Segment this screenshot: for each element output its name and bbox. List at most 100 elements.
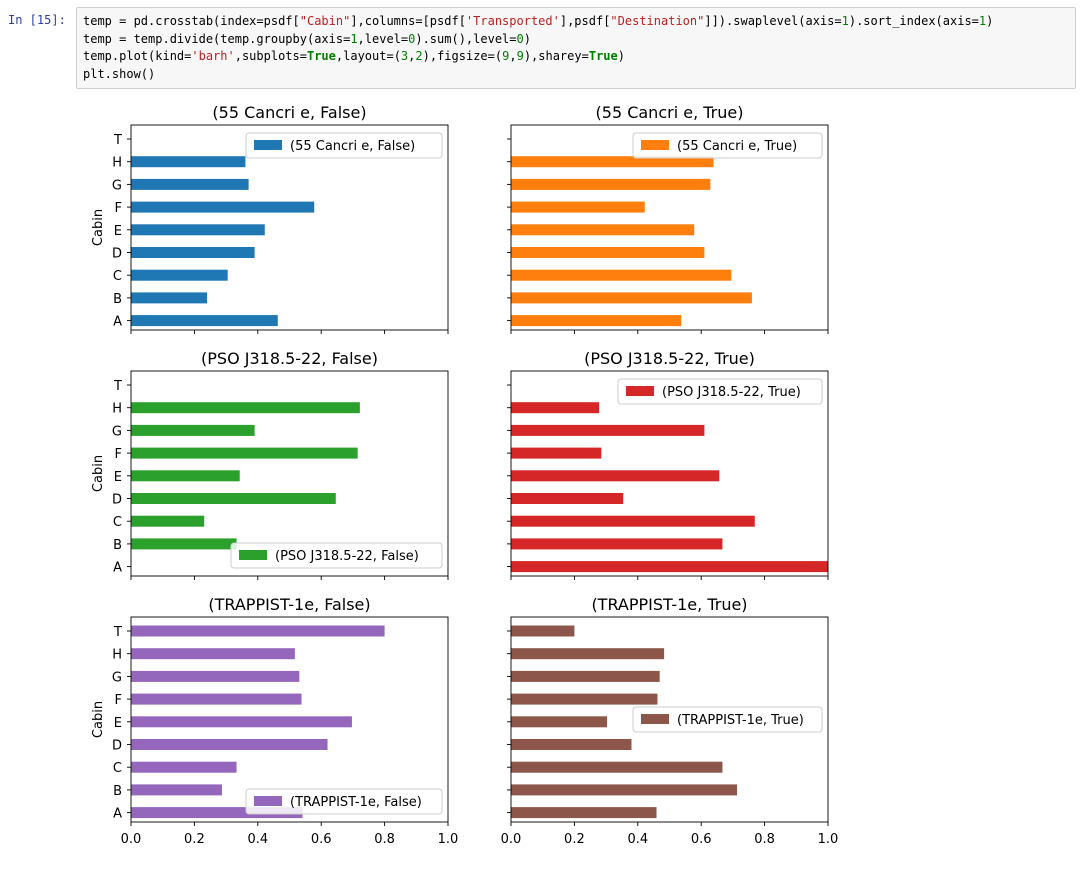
code-token: 'barh': [191, 49, 235, 63]
code-token: True: [588, 49, 618, 63]
bar-F: [511, 693, 658, 705]
code-token: ],psdf[: [559, 14, 611, 28]
bar-F: [131, 201, 315, 213]
x-tick-label: 0.4: [627, 832, 648, 847]
y-tick-label: C: [113, 515, 122, 530]
code-token: plt.show(): [83, 66, 156, 81]
y-tick-label: C: [113, 269, 122, 284]
legend-swatch: [641, 714, 669, 724]
legend-label: (TRAPPIST-1e, False): [290, 795, 422, 810]
code-token: ]]).swaplevel(axis=: [704, 14, 842, 28]
axes-frame: [130, 124, 449, 331]
code-token: 0: [408, 31, 416, 46]
bar-T: [511, 625, 575, 637]
code-token: 3: [400, 49, 409, 63]
legend-box: [632, 706, 823, 733]
code-line: temp = temp.divide(temp.groupby(axis=1,l…: [83, 31, 1069, 49]
y-tick-label: B: [113, 784, 122, 799]
x-tick-label: 1.0: [438, 832, 459, 847]
bar-G: [511, 178, 711, 190]
bar-H: [131, 648, 295, 660]
bar-F: [511, 447, 602, 459]
code-line: plt.show(): [83, 66, 1069, 84]
bar-E: [131, 470, 240, 482]
legend-label: (PSO J318.5-22, False): [275, 549, 419, 564]
y-axis-label: Cabin: [91, 455, 106, 492]
bar-B: [511, 784, 738, 796]
x-tick-label: 0.4: [247, 832, 268, 847]
bar-A: [511, 561, 828, 573]
code-token: ,: [509, 49, 517, 63]
y-tick-label: E: [114, 716, 122, 731]
bar-D: [511, 493, 624, 504]
code-token: 2: [415, 49, 423, 63]
legend-label: (TRAPPIST-1e, True): [677, 713, 804, 728]
y-tick-label: H: [112, 156, 122, 171]
subplot-title: (PSO J318.5-22, True): [584, 349, 755, 368]
code-token: ).sum(),level=: [415, 31, 517, 46]
legend-label: (55 Cancri e, False): [290, 139, 415, 154]
code-token: ).sort_index(axis=: [848, 14, 979, 28]
y-tick-label: H: [112, 648, 122, 663]
axes-frame: [130, 616, 449, 823]
y-tick-label: D: [112, 739, 122, 754]
bar-H: [131, 156, 246, 168]
legend-box: [245, 788, 443, 815]
y-tick-label: D: [112, 247, 122, 262]
bar-T: [131, 625, 385, 637]
subplot-title: (55 Cancri e, False): [212, 103, 366, 122]
bar-B: [511, 292, 752, 304]
y-tick-label: T: [113, 133, 122, 148]
bar-E: [131, 716, 352, 728]
y-axis-label: Cabin: [91, 701, 106, 738]
legend: (PSO J318.5-22, True): [617, 378, 823, 405]
code-token: ): [986, 14, 994, 28]
subplot-title: (TRAPPIST-1e, True): [591, 595, 747, 614]
subplot-title: (55 Cancri e, True): [596, 103, 744, 122]
bar-G: [131, 178, 249, 190]
bar-E: [131, 224, 265, 236]
bar-F: [511, 201, 645, 213]
y-tick-label: A: [113, 315, 122, 330]
bar-D: [131, 493, 336, 504]
legend-box: [617, 378, 823, 405]
y-tick-label: F: [115, 693, 122, 708]
x-tick-label: 0.8: [374, 832, 395, 847]
legend-box: [245, 132, 443, 159]
y-tick-label: T: [113, 625, 122, 640]
legend: (TRAPPIST-1e, False): [245, 788, 443, 815]
code-token: 0: [516, 31, 524, 46]
y-tick-label: B: [113, 292, 122, 307]
y-tick-label: F: [115, 447, 122, 462]
code-line: temp.plot(kind='barh',subplots=True,layo…: [83, 48, 1069, 66]
legend-swatch: [641, 140, 669, 150]
bar-B: [131, 784, 222, 796]
bar-A: [131, 807, 303, 819]
bar-G: [131, 424, 255, 436]
bar-G: [131, 670, 300, 682]
cell-prompt: In [15]:: [8, 13, 66, 27]
code-token: temp = pd.crosstab(index=psdf[: [83, 14, 300, 28]
code-token: ,: [408, 49, 416, 63]
axes-frame: [510, 616, 829, 823]
bar-C: [511, 515, 755, 527]
bar-B: [131, 292, 208, 304]
bar-A: [511, 807, 657, 819]
code-cell[interactable]: temp = pd.crosstab(index=psdf["Cabin"],c…: [76, 7, 1076, 89]
code-token: temp = temp.divide(temp.groupby(axis=: [83, 31, 351, 46]
code-token: 1: [978, 14, 987, 28]
axes-frame: [510, 124, 829, 331]
legend-label: (PSO J318.5-22, True): [662, 385, 801, 400]
y-tick-label: G: [112, 424, 122, 439]
code-token: "Destination": [610, 14, 705, 28]
bar-C: [131, 269, 228, 281]
bar-B: [511, 538, 723, 550]
x-tick-label: 0.2: [564, 832, 585, 847]
bar-C: [131, 515, 205, 527]
bar-E: [511, 470, 720, 482]
code-token: ),sharey=: [523, 49, 589, 63]
code-line: temp = pd.crosstab(index=psdf["Cabin"],c…: [83, 13, 1069, 31]
legend: (55 Cancri e, False): [245, 132, 443, 159]
bar-D: [131, 739, 328, 750]
